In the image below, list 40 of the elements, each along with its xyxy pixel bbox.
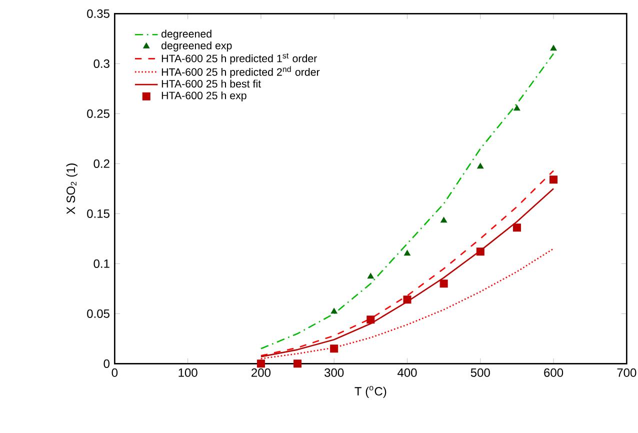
point (404, 250, 411, 256)
x-tick-label: 100 (178, 368, 198, 377)
point (550, 176, 558, 184)
point (366, 316, 375, 324)
y-tick-label: 0.2 (94, 159, 110, 168)
point (330, 344, 338, 353)
point (440, 280, 448, 288)
x-tick-label: 600 (544, 368, 564, 377)
point (367, 272, 374, 279)
point (512, 224, 521, 232)
y-tick-label: 0.25 (87, 109, 110, 118)
y-axis-title: X SO$_{2}$ (1) (66, 164, 78, 214)
x-tick-label: 300 (324, 368, 344, 377)
legend-label: HTA-600 25 h best fit (162, 80, 261, 88)
y-tick-label: 0 (104, 359, 110, 368)
point (403, 296, 412, 304)
point (330, 308, 338, 314)
legend-label: HTA-600 25 h exp (162, 91, 246, 102)
legend-label: HTA-600 25 h predicted 1$^{st}$ order (162, 53, 317, 64)
legend-label: degreened (161, 30, 212, 40)
point (550, 44, 557, 51)
point (477, 162, 484, 169)
x-axis-title: T ($^{o}$C) (354, 386, 386, 398)
y-tick-label: 0.1 (94, 259, 110, 268)
y-tick-label: 0.15 (87, 209, 110, 218)
x-tick-label: 400 (398, 368, 417, 377)
point (476, 248, 484, 256)
y-tick-label: 0.05 (87, 309, 110, 318)
x-tick-label: 500 (470, 368, 490, 377)
x-tick-label: 700 (617, 368, 636, 377)
point (514, 104, 520, 111)
point (440, 216, 448, 223)
point (294, 360, 302, 368)
y-tick-label: 0.35 (87, 9, 110, 18)
y-tick-label: 0.3 (94, 59, 110, 68)
legend-label: HTA-600 25 h predicted 2$^{nd}$ order (162, 66, 320, 78)
x-tick-label: 200 (252, 368, 270, 377)
x-tick-label: 0 (112, 368, 118, 377)
legend-label: degreened exp (161, 41, 232, 52)
point (256, 360, 265, 368)
